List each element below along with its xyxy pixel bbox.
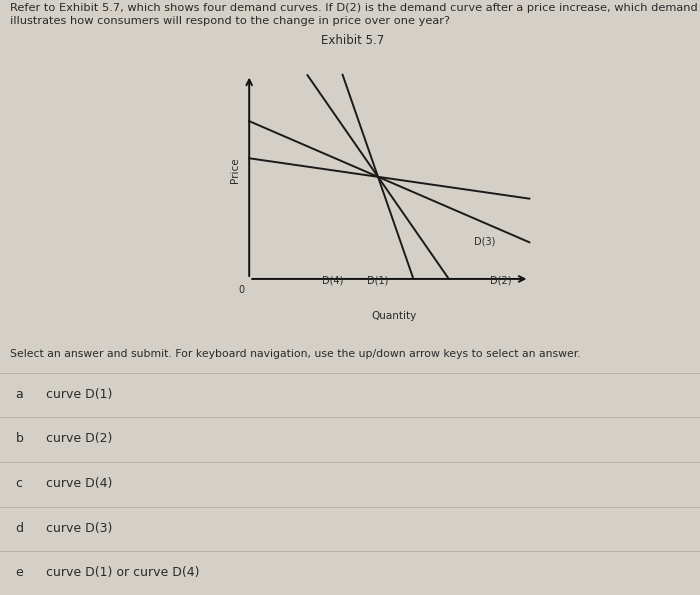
- Text: D(4): D(4): [322, 276, 344, 286]
- Text: d: d: [15, 522, 23, 534]
- Text: 0: 0: [238, 285, 244, 295]
- Text: curve D(4): curve D(4): [46, 477, 112, 490]
- Text: curve D(1) or curve D(4): curve D(1) or curve D(4): [46, 566, 199, 579]
- Text: curve D(3): curve D(3): [46, 522, 112, 534]
- Text: Refer to Exhibit 5.7, which shows four demand curves. If D(2) is the demand curv: Refer to Exhibit 5.7, which shows four d…: [10, 3, 700, 26]
- Text: D(2): D(2): [489, 276, 511, 286]
- Text: a: a: [15, 388, 23, 400]
- Text: e: e: [15, 566, 23, 579]
- Text: c: c: [15, 477, 22, 490]
- Text: D(3): D(3): [474, 236, 495, 246]
- Text: curve D(1): curve D(1): [46, 388, 112, 400]
- Text: D(1): D(1): [368, 276, 388, 286]
- Text: Quantity: Quantity: [372, 311, 416, 321]
- Text: Exhibit 5.7: Exhibit 5.7: [321, 34, 384, 47]
- Text: Select an answer and submit. For keyboard navigation, use the up/down arrow keys: Select an answer and submit. For keyboar…: [10, 349, 580, 359]
- Text: curve D(2): curve D(2): [46, 433, 112, 445]
- Text: b: b: [15, 433, 23, 445]
- Text: Price: Price: [230, 157, 239, 183]
